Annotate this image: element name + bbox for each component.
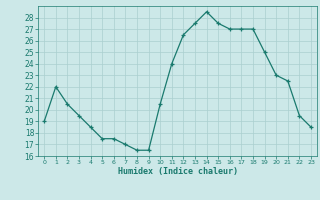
X-axis label: Humidex (Indice chaleur): Humidex (Indice chaleur) — [118, 167, 238, 176]
